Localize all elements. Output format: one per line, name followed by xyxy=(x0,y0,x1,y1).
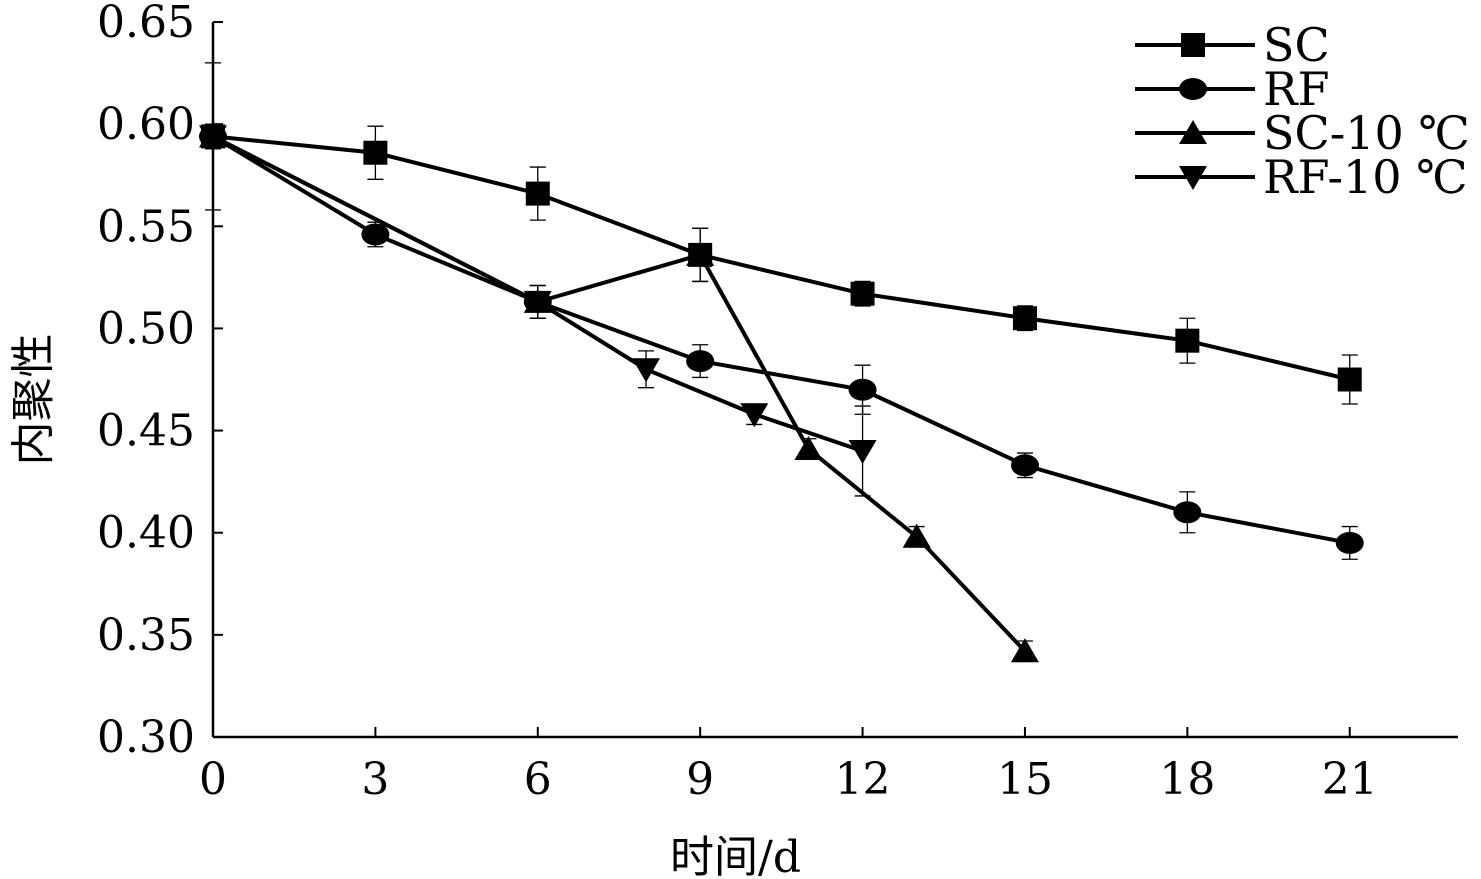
y-tick-label: 0.50 xyxy=(97,303,195,354)
point-sc xyxy=(1012,306,1037,331)
series-line-sc xyxy=(212,134,1351,382)
legend-marker-sc xyxy=(1181,33,1205,57)
x-tick-label: 9 xyxy=(686,754,714,805)
y-tick-label: 0.35 xyxy=(97,610,195,661)
point-sc-10 xyxy=(1010,638,1039,663)
legend-label-sc-10: SC-10 ℃ xyxy=(1263,106,1470,160)
point-rf xyxy=(1010,454,1039,477)
point-sc xyxy=(1175,328,1200,353)
x-tick-label: 15 xyxy=(997,754,1053,805)
point-sc xyxy=(525,181,550,206)
point-sc xyxy=(850,281,875,306)
series-line-rf xyxy=(211,134,1351,545)
point-rf xyxy=(1173,501,1202,524)
point-sc xyxy=(1337,367,1362,392)
legend-label-rf: RF xyxy=(1263,62,1330,116)
legend-marker-rf-10 xyxy=(1179,166,1207,190)
point-sc-10 xyxy=(902,523,931,548)
x-tick-label: 6 xyxy=(524,754,552,805)
legend-marker-rf xyxy=(1179,78,1207,100)
y-tick-label: 0.60 xyxy=(97,99,195,150)
x-axis-title: 时间/d xyxy=(670,832,801,879)
x-tick-label: 12 xyxy=(835,754,891,805)
point-rf-10 xyxy=(740,403,769,428)
legend-marker-sc-10 xyxy=(1179,120,1207,144)
point-sc xyxy=(363,140,388,165)
y-tick-label: 0.55 xyxy=(97,201,195,252)
legend-label-sc: SC xyxy=(1263,18,1330,72)
series-line-sc-10 xyxy=(212,134,1027,653)
legend-label-rf-10: RF-10 ℃ xyxy=(1263,150,1468,204)
point-rf-10 xyxy=(848,440,877,464)
x-tick-label: 3 xyxy=(361,754,389,805)
point-sc-10 xyxy=(686,241,715,266)
point-sc-10 xyxy=(794,435,823,460)
point-rf xyxy=(361,223,390,246)
y-tick-label: 0.40 xyxy=(97,508,195,559)
point-rf xyxy=(1335,531,1364,554)
y-axis-title: 内聚性 xyxy=(8,334,59,466)
series-lines xyxy=(211,134,1351,653)
point-rf-10 xyxy=(632,358,661,383)
point-rf-10 xyxy=(523,290,552,315)
axes: 0.30 0.35 0.40 0.45 0.50 0.55 0.60 0.65 0 3 6 9 12 15… xyxy=(97,0,1458,805)
point-rf-10 xyxy=(199,125,227,150)
x-tick-label: 21 xyxy=(1322,754,1378,805)
series-markers xyxy=(199,123,1364,663)
point-rf xyxy=(686,350,715,373)
x-tick-label: 18 xyxy=(1159,754,1215,805)
x-tick-label: 0 xyxy=(199,754,227,805)
point-rf xyxy=(848,378,877,401)
y-tick-label: 0.65 xyxy=(97,0,195,48)
y-tick-label: 0.45 xyxy=(97,406,195,457)
y-tick-label: 0.30 xyxy=(97,712,195,763)
